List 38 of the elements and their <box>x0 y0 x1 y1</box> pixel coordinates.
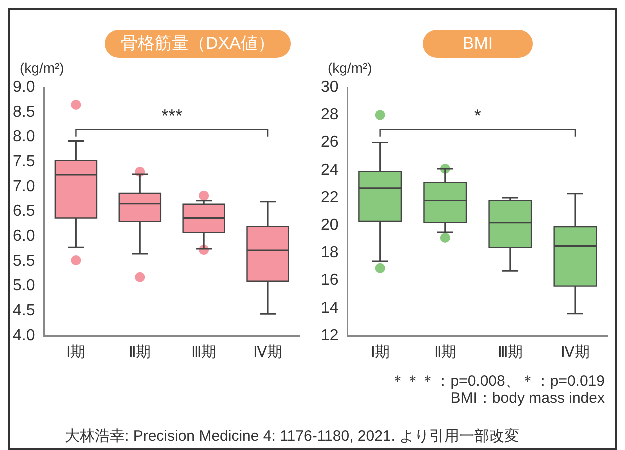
y-tick-label: 26 <box>321 134 339 152</box>
x-tick-label: Ⅳ期 <box>254 344 283 362</box>
y-tick-label: 5.0 <box>12 278 36 295</box>
y-axis-title: (kg/m²) <box>20 60 64 76</box>
y-tick-label: 18 <box>321 244 339 262</box>
y-axis-title: (kg/m²) <box>328 60 372 76</box>
y-tick-label: 6.5 <box>12 203 36 220</box>
y-tick-label: 30 <box>321 79 339 96</box>
y-tick-label: 24 <box>321 162 339 179</box>
y-tick-label: 4.0 <box>12 327 36 344</box>
y-tick-label: 4.5 <box>12 302 36 320</box>
x-tick-label: Ⅱ期 <box>434 344 456 362</box>
y-tick-label: 7.5 <box>12 154 36 171</box>
y-tick-label: 12 <box>321 327 339 344</box>
y-tick-label: 7.0 <box>12 178 36 196</box>
annotation: *** <box>162 106 183 126</box>
x-tick-label: Ⅱ期 <box>129 344 152 362</box>
text: BMI：body mass index <box>450 390 605 407</box>
text: ＊＊＊：p=0.008、＊：p=0.019 <box>390 373 605 390</box>
x-tick-label: Ⅰ期 <box>66 344 86 362</box>
y-tick-label: 8.5 <box>12 104 36 121</box>
y-tick-label: 20 <box>321 217 339 234</box>
y-tick-label: 28 <box>321 106 339 124</box>
x-tick-label: Ⅳ期 <box>560 344 590 362</box>
y-tick-label: 22 <box>321 189 339 206</box>
y-tick-label: 8.0 <box>12 128 36 146</box>
x-tick-label: Ⅰ期 <box>370 344 390 362</box>
text: 大林浩幸: Precision Medicine 4: 1176-1180, 2021. より引用一部改変 <box>65 427 520 446</box>
y-tick-label: 9.0 <box>12 79 36 96</box>
annotation: * <box>474 106 482 126</box>
y-tick-label: 6.0 <box>12 228 36 246</box>
chart-title: BMI <box>423 30 533 58</box>
x-tick-label: Ⅲ期 <box>498 344 523 362</box>
y-tick-label: 16 <box>321 272 339 290</box>
x-tick-label: Ⅲ期 <box>192 344 217 362</box>
y-tick-label: 14 <box>321 300 339 317</box>
y-tick-label: 5.5 <box>12 252 36 270</box>
chart-title: 骨格筋量（DXA値） <box>105 30 291 58</box>
